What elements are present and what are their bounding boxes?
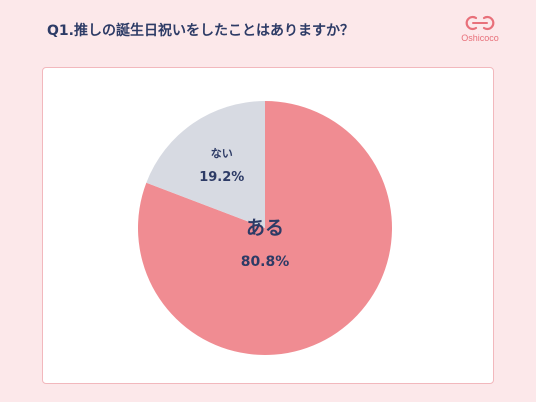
oshicoco-logo-icon <box>465 15 495 31</box>
slice-label-no: ない <box>211 147 233 160</box>
question-title: Q1.推しの誕生日祝いをしたことはありますか？ <box>47 23 354 39</box>
pie-slice-no <box>146 101 265 228</box>
brand-name: Oshicoco <box>461 33 499 43</box>
slice-value-yes: 80.8% <box>241 254 290 270</box>
chart-card: ある 80.8% ない 19.2% <box>42 67 494 384</box>
slice-value-no: 19.2% <box>199 170 244 185</box>
slice-label-yes: ある <box>246 217 284 239</box>
pie-chart: ある 80.8% ない 19.2% <box>138 101 392 355</box>
brand-logo: Oshicoco <box>450 14 510 43</box>
